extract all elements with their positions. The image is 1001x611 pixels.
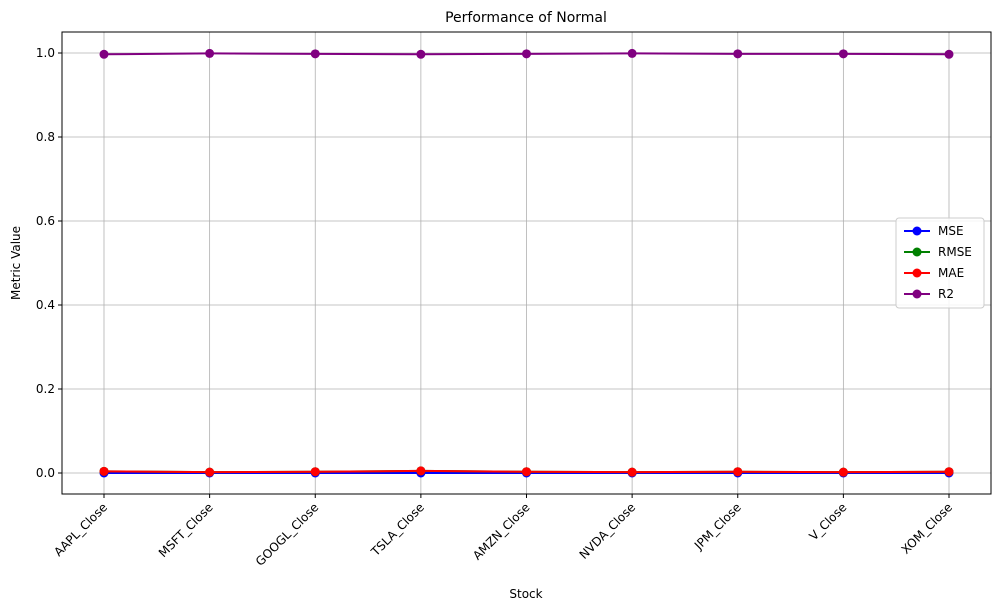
y-tick-label: 0.0 bbox=[36, 466, 55, 480]
data-point-mae bbox=[733, 467, 743, 477]
legend-marker bbox=[912, 226, 922, 236]
data-point-mae bbox=[205, 467, 215, 477]
x-axis-title: Stock bbox=[509, 587, 542, 601]
legend-entry-mse: MSE bbox=[904, 224, 964, 238]
data-point-mae bbox=[99, 466, 109, 476]
y-tick-label: 0.6 bbox=[36, 214, 55, 228]
legend-entry-mae: MAE bbox=[904, 266, 964, 280]
legend-marker bbox=[912, 268, 922, 278]
data-point-r2 bbox=[838, 49, 848, 59]
data-point-mae bbox=[522, 467, 531, 477]
data-point-r2 bbox=[205, 48, 215, 58]
data-point-mae bbox=[310, 467, 320, 477]
y-tick-label: 0.4 bbox=[36, 298, 55, 312]
data-point-r2 bbox=[522, 49, 531, 59]
y-axis-title: Metric Value bbox=[9, 226, 23, 300]
data-point-r2 bbox=[416, 49, 426, 59]
legend-label: RMSE bbox=[938, 245, 972, 259]
data-point-r2 bbox=[627, 48, 637, 58]
data-point-mae bbox=[944, 467, 954, 477]
legend-entry-r2: R2 bbox=[904, 287, 954, 301]
data-point-mae bbox=[838, 467, 848, 477]
y-tick-label: 0.8 bbox=[36, 130, 55, 144]
legend-box bbox=[895, 217, 985, 309]
data-point-r2 bbox=[733, 49, 743, 59]
y-tick-label: 0.2 bbox=[36, 382, 55, 396]
series-mae bbox=[99, 466, 954, 477]
legend-label: MAE bbox=[938, 266, 964, 280]
data-point-mae bbox=[627, 467, 637, 477]
chart-title: Performance of Normal bbox=[445, 10, 607, 26]
legend-entry-rmse: RMSE bbox=[904, 245, 972, 259]
series-r2 bbox=[99, 48, 954, 59]
legend-marker bbox=[912, 247, 922, 257]
legend: MSE RMSE MAE R2 bbox=[895, 217, 985, 309]
data-point-r2 bbox=[99, 49, 109, 59]
legend-label: R2 bbox=[938, 287, 954, 301]
data-point-r2 bbox=[310, 49, 320, 59]
series-layer bbox=[99, 48, 954, 478]
legend-label: MSE bbox=[938, 224, 964, 238]
data-point-mae bbox=[416, 466, 426, 476]
data-point-r2 bbox=[944, 49, 954, 59]
legend-marker bbox=[912, 289, 922, 299]
y-tick-label: 1.0 bbox=[36, 46, 55, 60]
